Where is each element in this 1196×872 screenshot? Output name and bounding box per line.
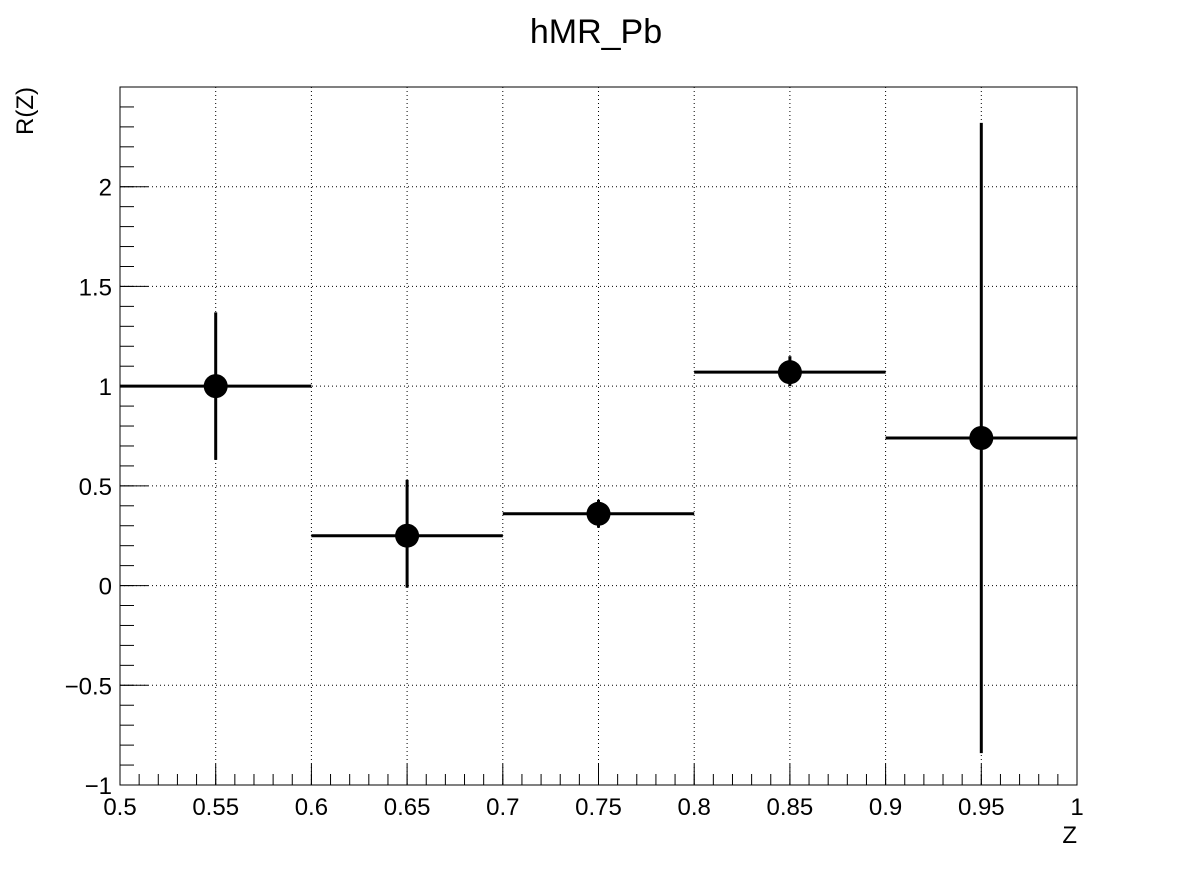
y-tick-label: 1 [99, 374, 112, 401]
x-axis-label: Z [1062, 822, 1077, 849]
y-tick-label: 2 [99, 175, 112, 202]
x-tick-label: 0.9 [869, 794, 902, 821]
y-tick-label: −1 [85, 773, 112, 800]
x-tick-label: 0.55 [192, 794, 239, 821]
y-axis-label: R(Z) [12, 87, 39, 135]
y-tick-label: 1.5 [79, 274, 112, 301]
data-point [502, 499, 695, 528]
x-tick-label: 0.75 [575, 794, 622, 821]
x-tick-label: 0.6 [295, 794, 328, 821]
point-marker [586, 501, 611, 526]
point-marker [203, 374, 228, 399]
x-tick-label: 1 [1070, 794, 1083, 821]
point-marker [777, 360, 802, 385]
data-point [120, 312, 312, 460]
grid [120, 87, 1077, 785]
x-tick-label: 0.8 [678, 794, 711, 821]
point-marker [395, 523, 420, 548]
point-marker [969, 425, 994, 450]
x-tick-label: 0.5 [103, 794, 136, 821]
x-tick-label: 0.95 [958, 794, 1005, 821]
x-tick-labels: 0.5 0.55 0.6 0.65 0.7 0.75 0.8 0.85 0.9 0.95 1 [103, 794, 1083, 821]
chart-title: hMR_Pb [530, 13, 662, 51]
y-tick-label: 0 [99, 574, 112, 601]
y-tick-label: 0.5 [79, 474, 112, 501]
data-points [120, 122, 1077, 754]
data-point [311, 479, 503, 588]
y-tick-label: −0.5 [65, 673, 112, 700]
data-point [885, 122, 1077, 754]
axis-ticks [119, 86, 1078, 786]
x-tick-label: 0.7 [486, 794, 519, 821]
x-tick-label: 0.65 [384, 794, 431, 821]
data-point [694, 356, 886, 387]
x-tick-label: 0.85 [767, 794, 814, 821]
y-tick-labels: −1 −0.5 0 0.5 1 1.5 2 [65, 175, 112, 800]
